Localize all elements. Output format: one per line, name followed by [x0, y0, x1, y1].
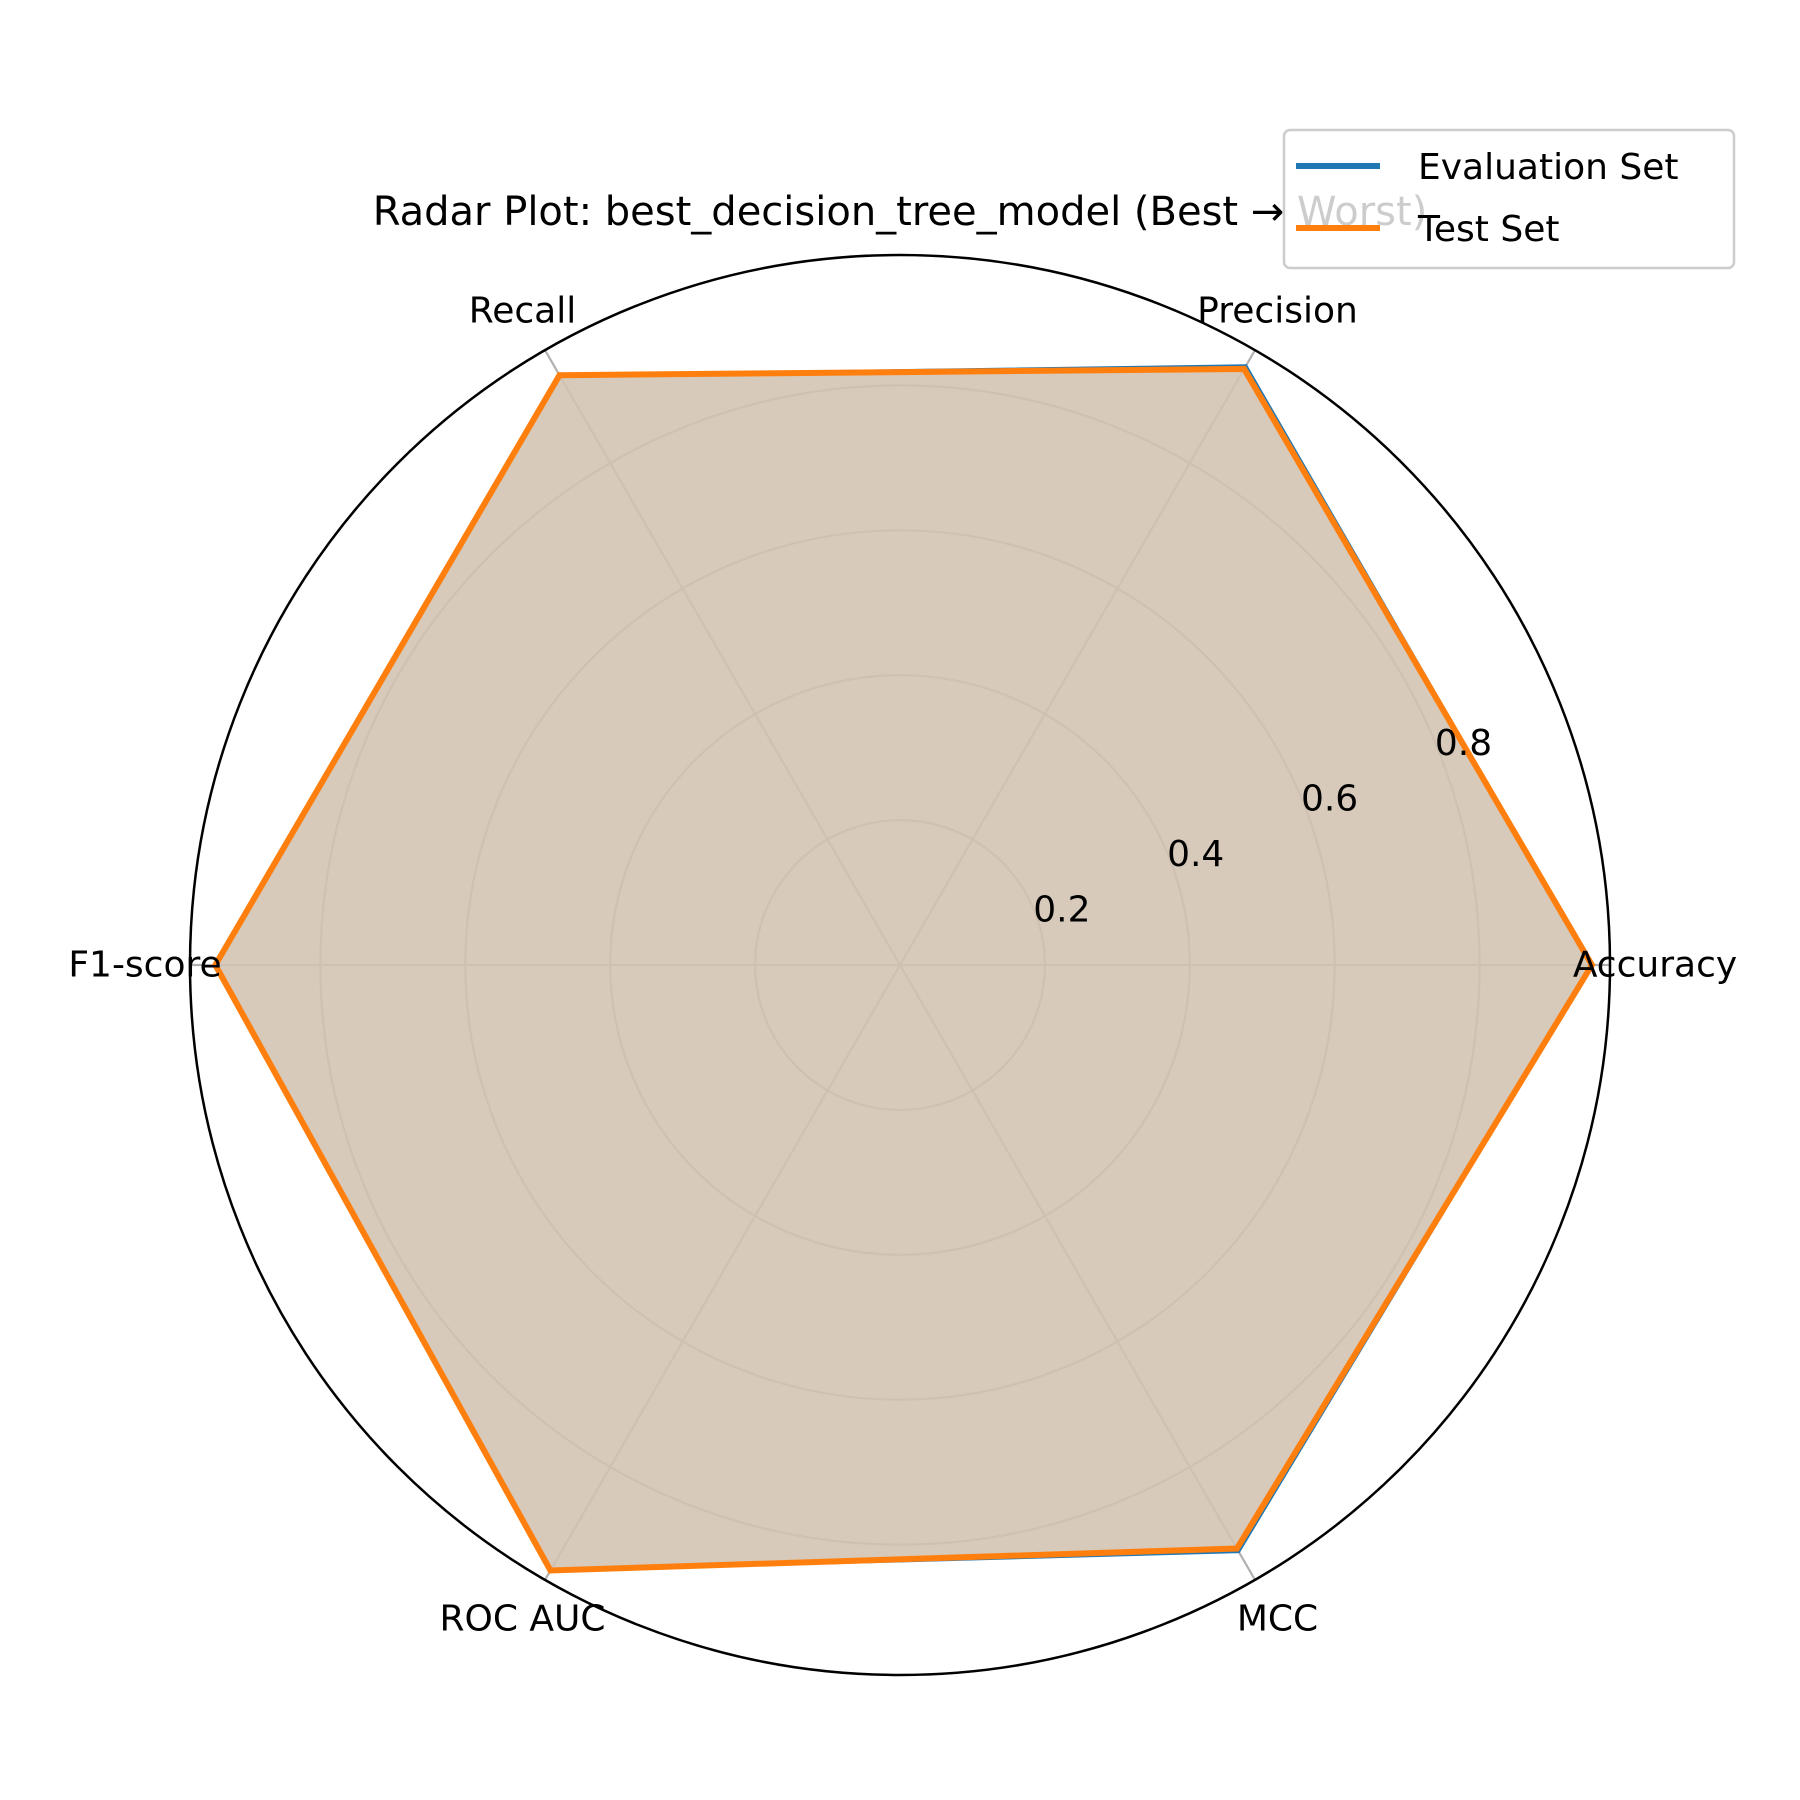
legend-label-2: Test Set — [1417, 209, 1559, 250]
axis-label-f1-score: F1-score — [68, 945, 221, 986]
legend-label-1: Evaluation Set — [1418, 147, 1679, 188]
axis-label-accuracy: Accuracy — [1573, 945, 1737, 986]
legend-box — [1282, 128, 1736, 270]
r-tick-label: 0.2 — [1033, 890, 1090, 931]
axis-label-mcc: MCC — [1237, 1598, 1318, 1639]
r-tick-label: 0.8 — [1435, 723, 1492, 764]
axis-label-recall: Recall — [469, 291, 576, 332]
r-tick-label: 0.4 — [1167, 834, 1224, 875]
r-tick-label: 0.6 — [1301, 779, 1358, 820]
series-layer — [211, 364, 1596, 1574]
legend: Evaluation Set Test Set — [1282, 128, 1736, 270]
series-line-2 — [211, 365, 1596, 1574]
axis-label-roc-auc: ROC AUC — [439, 1598, 605, 1639]
axis-label-precision: Precision — [1197, 291, 1358, 332]
outer-frame — [188, 253, 1612, 1677]
chart-title: Radar Plot: best_decision_tree_model (Be… — [373, 189, 1428, 235]
axis-labels: Accuracy Precision Recall F1-score ROC AUC MC… — [68, 291, 1737, 1640]
series-fill-2 — [215, 368, 1592, 1571]
